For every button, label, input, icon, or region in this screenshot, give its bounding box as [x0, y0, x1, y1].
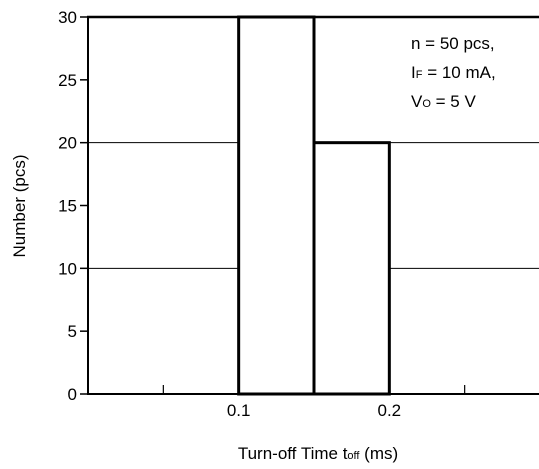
axes: [80, 15, 539, 395]
y-tick-label-5: 5: [68, 322, 77, 341]
annotation-line-3-main: V: [411, 92, 423, 111]
annotation-line-3-rest: = 5 V: [431, 92, 477, 111]
y-tick-label-20: 20: [58, 134, 77, 153]
annotation-line-2-main: I: [411, 63, 416, 82]
y-axis-title: Number (pcs): [10, 155, 29, 258]
annotation-line-2-subscript: F: [416, 69, 423, 81]
x-axis-title-subscript: off: [347, 450, 360, 462]
bar-1: [312, 141, 391, 396]
annotation-box: n = 50 pcs, IF = 10 mA, VO = 5 V: [411, 34, 496, 111]
y-tick-label-0: 0: [68, 385, 77, 404]
x-axis-title-main: Turn-off Time t: [238, 444, 348, 463]
tick-labels: 0 5 10 15 20 25 30 0.1 0.2: [58, 8, 401, 420]
annotation-line-2-rest: = 10 mA,: [422, 63, 495, 82]
y-tick-label-15: 15: [58, 197, 77, 216]
annotation-line-1-text: n = 50 pcs,: [411, 34, 495, 53]
annotation-line-3: VO = 5 V: [411, 92, 476, 111]
annotation-line-1: n = 50 pcs,: [411, 34, 495, 53]
y-tick-label-30: 30: [58, 8, 77, 27]
x-axis-title: Turn-off Time toff (ms): [238, 444, 398, 463]
annotation-line-2: IF = 10 mA,: [411, 63, 496, 82]
x-axis-title-unit: (ms): [359, 444, 398, 463]
x-tick-label-0.1: 0.1: [227, 401, 251, 420]
y-tick-label-25: 25: [58, 71, 77, 90]
y-tick-label-10: 10: [58, 259, 77, 278]
x-tick-label-0.2: 0.2: [378, 401, 402, 420]
annotation-line-3-subscript: O: [422, 98, 431, 110]
bars: [237, 15, 391, 396]
bar-0: [237, 15, 316, 396]
